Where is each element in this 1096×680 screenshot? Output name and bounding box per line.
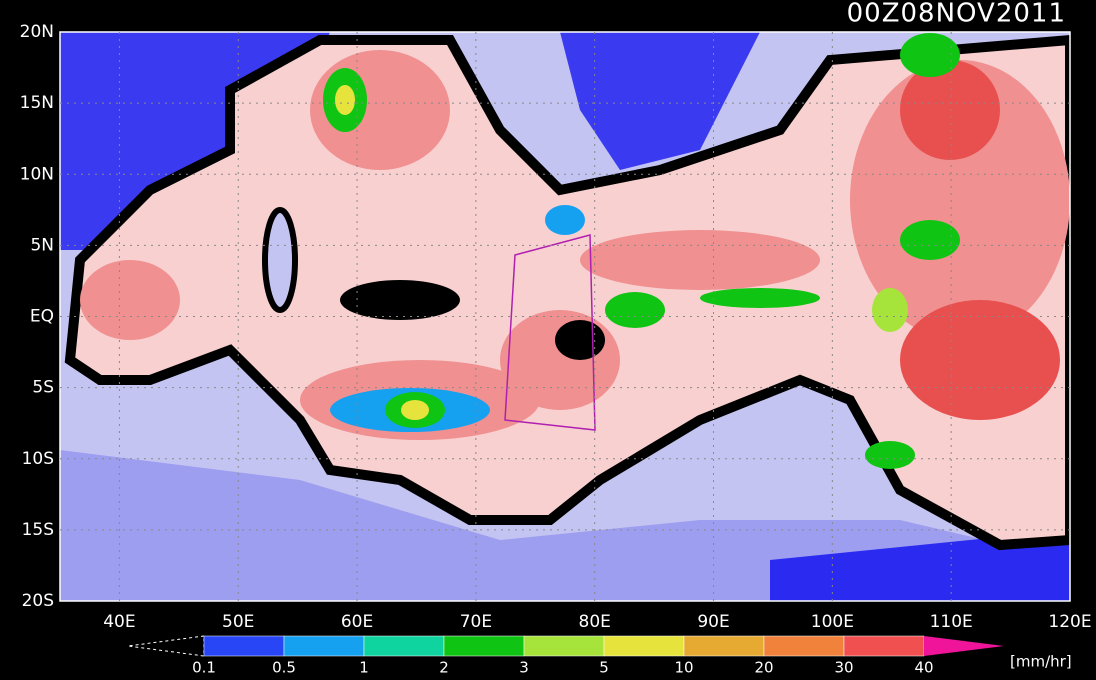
lat-label: 5S	[32, 378, 54, 398]
lon-label: 90E	[697, 612, 729, 632]
colorbar-swatch	[443, 635, 525, 657]
timestamp: 00Z08NOV2011	[847, 0, 1066, 29]
colorbar-level: 30	[834, 659, 853, 677]
lat-label: 15N	[20, 93, 54, 113]
colorbar-level: 40	[914, 659, 933, 677]
colorbar-unit: [mm/hr]	[1010, 653, 1072, 671]
lat-label: 5N	[30, 235, 54, 255]
lon-label: 60E	[341, 612, 373, 632]
lon-label: 120E	[1048, 612, 1091, 632]
colorbar-level: 5	[599, 659, 609, 677]
colorbar-level: 0.1	[192, 659, 216, 677]
colorbar-level: 1	[359, 659, 369, 677]
colorbar-swatch	[843, 635, 925, 657]
colorbar-over	[924, 636, 1004, 656]
lat-label: 15S	[22, 520, 54, 540]
colorbar-level: 0.5	[272, 659, 296, 677]
lat-label: 20S	[22, 591, 54, 611]
colorbar-level: 2	[439, 659, 449, 677]
lon-label: 70E	[460, 612, 492, 632]
lon-label: 80E	[579, 612, 611, 632]
colorbar-level: 3	[519, 659, 529, 677]
lon-label: 40E	[103, 612, 135, 632]
colorbar-swatch	[603, 635, 685, 657]
colorbar-swatch	[683, 635, 765, 657]
colorbar-swatch	[203, 635, 285, 657]
colorbar-swatch	[763, 635, 845, 657]
lon-label: 100E	[811, 612, 854, 632]
lon-label: 110E	[930, 612, 973, 632]
colorbar-swatch	[283, 635, 365, 657]
lat-label: 10S	[22, 449, 54, 469]
colorbar-swatch	[523, 635, 605, 657]
colorbar-swatch	[363, 635, 445, 657]
lat-label: 20N	[20, 22, 54, 42]
lat-label: EQ	[30, 307, 54, 327]
lat-label: 10N	[20, 164, 54, 184]
lon-label: 50E	[222, 612, 254, 632]
colorbar-level: 10	[674, 659, 693, 677]
colorbar-level: 20	[754, 659, 773, 677]
